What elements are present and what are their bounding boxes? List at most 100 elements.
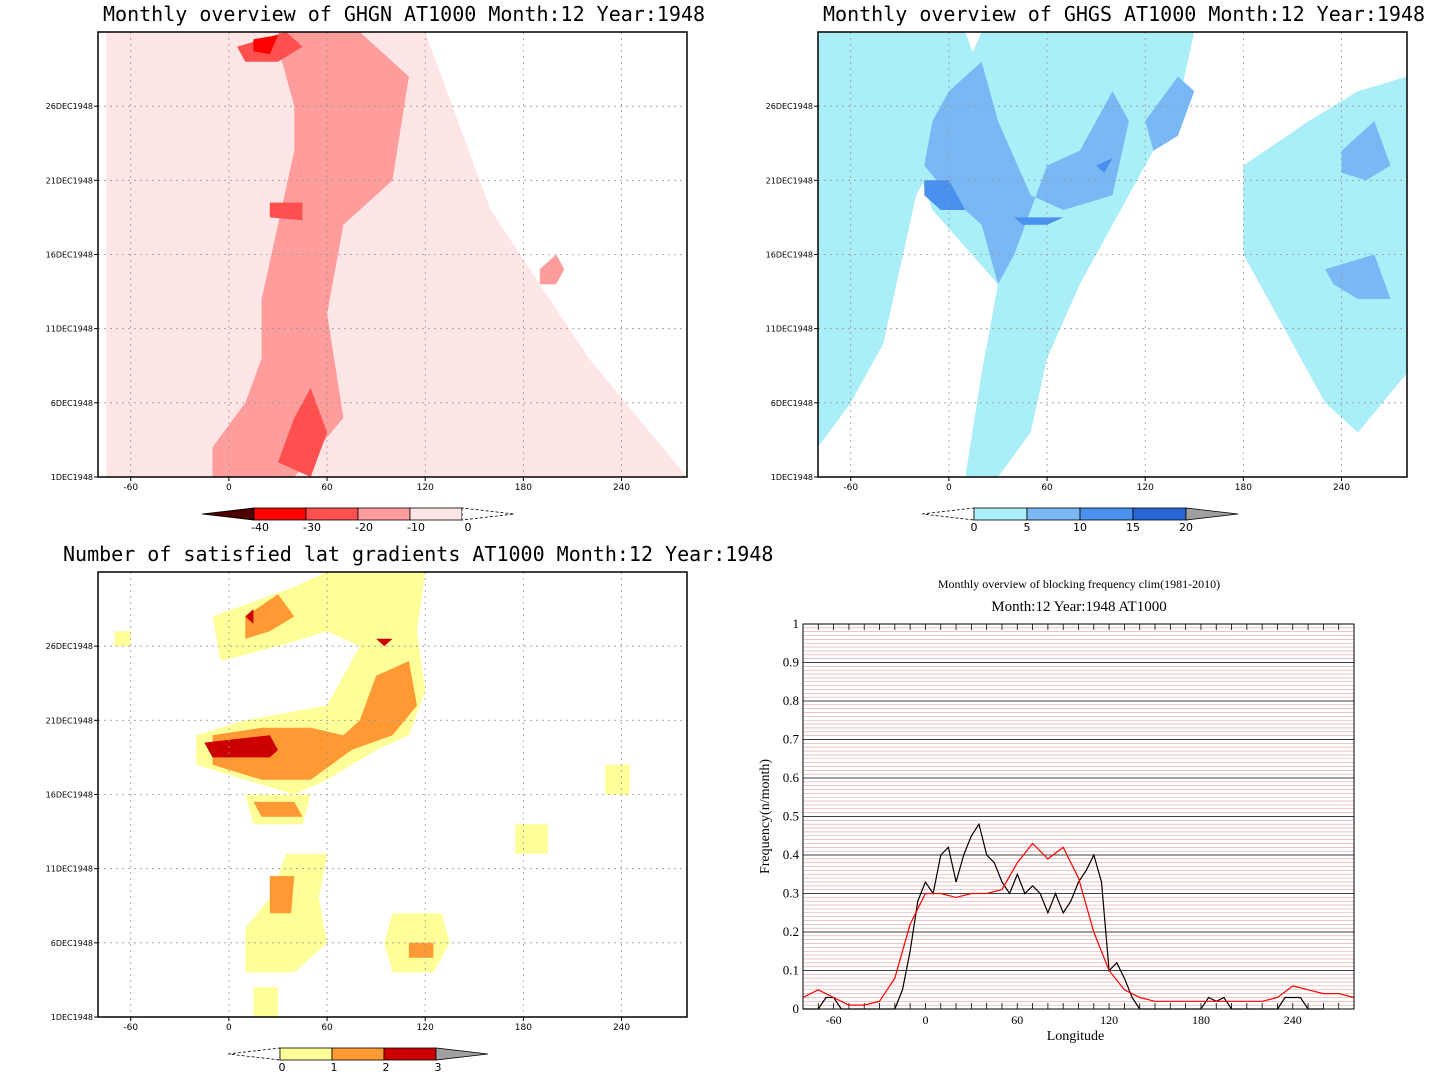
contour-region xyxy=(515,824,548,854)
x-tick-label: -60 xyxy=(123,483,138,493)
lat-plot: -60 0 60 120 180 240 1DEC1948 6DEC1948 11DEC1948… xyxy=(46,571,688,1033)
y-tick-label: 0.4 xyxy=(783,847,800,862)
x-tick-label: 180 xyxy=(515,1023,532,1033)
colorbar-label: -40 xyxy=(251,521,269,534)
colorbar-label: 0 xyxy=(971,521,978,534)
colorbar-label: 20 xyxy=(1179,521,1193,534)
colorbar-swatch xyxy=(1079,507,1134,521)
contour-region xyxy=(269,876,295,914)
plot-frame xyxy=(817,31,1408,478)
y-tick-label: 1DEC1948 xyxy=(51,473,93,482)
y-tick-label: 16DEC1948 xyxy=(46,791,93,800)
x-tick-label: 240 xyxy=(1333,483,1350,493)
contour-region xyxy=(253,987,278,1017)
y-tick-label: 1 xyxy=(793,616,800,631)
x-tick-label: 0 xyxy=(946,483,952,493)
y-tick-label: 26DEC1948 xyxy=(46,642,93,651)
y-tick-label: 16DEC1948 xyxy=(766,251,813,260)
y-tick-label: 6DEC1948 xyxy=(51,939,93,948)
colorbar-label: 3 xyxy=(435,1061,442,1074)
x-tick-label: 180 xyxy=(1235,483,1252,493)
contour-region xyxy=(1096,158,1113,173)
ghgn-colorbar: -40 -30 -20 -10 0 xyxy=(201,507,515,534)
ghgn-title: Monthly overview of GHGN AT1000 Month:12… xyxy=(103,2,706,26)
y-tick-label: 11DEC1948 xyxy=(766,325,813,334)
colorbar-swatch xyxy=(973,507,1028,521)
colorbar-label: 15 xyxy=(1126,521,1140,534)
colorbar-label: 0 xyxy=(465,521,472,534)
contour-region xyxy=(278,388,328,477)
contour-region xyxy=(1145,76,1195,151)
y-tick-label: 0.5 xyxy=(783,809,799,824)
y-axis-label: Frequency(n/month) xyxy=(758,759,773,874)
x-tick-label: 0 xyxy=(922,1013,928,1027)
x-tick-label: 0 xyxy=(226,483,232,493)
colorbar-label: -20 xyxy=(355,521,373,534)
ghgs-plot: -60 0 60 120 180 240 1DEC1948 6DEC1948 11DEC1948… xyxy=(766,31,1408,493)
x-tick-label: 120 xyxy=(417,1023,434,1033)
x-tick-label: 240 xyxy=(613,483,630,493)
colorbar-triangle-right xyxy=(435,1047,489,1061)
colorbar-swatch xyxy=(279,1047,333,1061)
series-line-red xyxy=(802,842,1355,1006)
colorbar-swatch xyxy=(253,507,307,521)
x-tick-label: 240 xyxy=(1284,1013,1302,1027)
freq-title: Monthly overview of blocking frequency c… xyxy=(938,577,1220,591)
y-tick-label: 0.6 xyxy=(783,770,800,785)
x-tick-label: -60 xyxy=(123,1023,138,1033)
freq-subtitle: Month:12 Year:1948 AT1000 xyxy=(991,599,1166,615)
contour-region xyxy=(253,801,303,817)
colorbar-swatch xyxy=(331,1047,385,1061)
colorbar-label: -10 xyxy=(407,521,425,534)
colorbar-triangle-left xyxy=(201,507,255,521)
colorbar-triangle-right xyxy=(1185,507,1239,521)
contour-region xyxy=(924,180,966,210)
contour-region xyxy=(245,594,295,639)
contour-region xyxy=(924,61,1129,285)
colorbar-triangle-left xyxy=(227,1047,281,1061)
colorbar-label: 0 xyxy=(279,1061,286,1074)
contour-region xyxy=(269,202,303,221)
x-tick-label: 120 xyxy=(417,483,434,493)
y-tick-label: 0.2 xyxy=(783,924,799,939)
contour-region xyxy=(539,254,565,285)
y-tick-label: 26DEC1948 xyxy=(46,102,93,111)
x-tick-label: 0 xyxy=(226,1023,232,1033)
colorbar-swatch xyxy=(305,507,359,521)
x-axis-label: Longitude xyxy=(1047,1029,1105,1044)
y-tick-label: 11DEC1948 xyxy=(46,865,93,874)
x-tick-label: 180 xyxy=(515,483,532,493)
colorbar-swatch xyxy=(1026,507,1081,521)
y-tick-label: 0.1 xyxy=(783,963,799,978)
colorbar-label: 2 xyxy=(383,1061,390,1074)
x-tick-label: 60 xyxy=(321,483,333,493)
contour-region xyxy=(376,638,393,647)
x-tick-label: 180 xyxy=(1192,1013,1210,1027)
ghgs-colorbar: 0 5 10 15 20 xyxy=(921,507,1239,534)
contour-region xyxy=(1014,217,1064,225)
colorbar-label: 10 xyxy=(1073,521,1087,534)
colorbar-label: -30 xyxy=(303,521,321,534)
x-tick-label: 120 xyxy=(1100,1013,1118,1027)
ghgs-title: Monthly overview of GHGS AT1000 Month:12… xyxy=(823,2,1426,26)
lat-title: Number of satisfied lat gradients AT1000… xyxy=(63,542,774,566)
y-tick-label: 1DEC1948 xyxy=(51,1013,93,1022)
y-tick-label: 0.8 xyxy=(783,693,799,708)
colorbar-label: 5 xyxy=(1024,521,1031,534)
x-tick-label: -60 xyxy=(843,483,858,493)
contour-region xyxy=(1341,121,1391,181)
plot-frame xyxy=(97,31,688,478)
plot-frame xyxy=(802,623,1355,1010)
contour-region xyxy=(245,609,254,624)
y-tick-label: 6DEC1948 xyxy=(51,399,93,408)
x-tick-label: 60 xyxy=(1011,1013,1023,1027)
y-tick-label: 26DEC1948 xyxy=(766,102,813,111)
x-tick-label: 120 xyxy=(1137,483,1154,493)
x-tick-label: 240 xyxy=(613,1023,630,1033)
x-tick-label: -60 xyxy=(826,1013,842,1027)
colorbar-label: 1 xyxy=(331,1061,338,1074)
x-tick-label: 60 xyxy=(1041,483,1053,493)
y-tick-label: 21DEC1948 xyxy=(766,176,813,185)
y-tick-label: 0.7 xyxy=(783,732,800,747)
